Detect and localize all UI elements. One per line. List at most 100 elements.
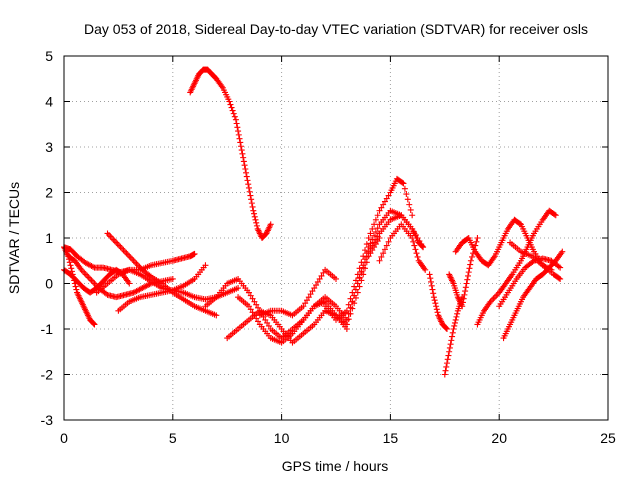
data-point bbox=[374, 212, 381, 219]
data-point bbox=[87, 275, 94, 282]
data-point bbox=[385, 238, 392, 245]
data-point bbox=[245, 303, 252, 310]
data-point bbox=[105, 231, 112, 238]
data-point bbox=[358, 277, 365, 284]
y-tick-label: 0 bbox=[45, 276, 53, 292]
data-point bbox=[466, 265, 473, 272]
data-point bbox=[251, 312, 258, 319]
series-arc-23 bbox=[507, 239, 564, 282]
data-point bbox=[245, 289, 252, 296]
x-tick-label: 0 bbox=[60, 430, 68, 446]
data-point bbox=[442, 367, 449, 374]
data-point bbox=[343, 316, 350, 323]
data-point bbox=[459, 299, 466, 306]
data-point bbox=[516, 220, 523, 227]
grid-lines bbox=[64, 56, 608, 420]
data-point bbox=[343, 307, 350, 314]
data-point bbox=[410, 238, 417, 245]
data-point bbox=[469, 253, 475, 260]
data-point bbox=[407, 206, 414, 213]
data-point bbox=[108, 235, 115, 241]
data-point bbox=[235, 285, 242, 292]
data-point bbox=[239, 150, 246, 157]
y-axis-label: SDTVAR / TECUs bbox=[6, 182, 22, 294]
data-point bbox=[491, 294, 498, 301]
data-point bbox=[119, 245, 126, 252]
data-point bbox=[383, 242, 390, 249]
data-point bbox=[243, 169, 250, 176]
data-point bbox=[449, 329, 456, 336]
data-point bbox=[248, 196, 255, 203]
data-point bbox=[431, 297, 438, 304]
data-point bbox=[110, 236, 117, 243]
series-arc-15 bbox=[376, 221, 429, 273]
data-point bbox=[372, 228, 379, 235]
data-point bbox=[88, 277, 95, 284]
data-point bbox=[464, 276, 471, 283]
y-tick-label: -2 bbox=[41, 367, 54, 383]
data-point bbox=[557, 275, 564, 282]
data-point bbox=[117, 244, 124, 251]
data-point bbox=[369, 225, 376, 232]
data-point bbox=[446, 344, 453, 351]
data-point bbox=[556, 275, 563, 282]
data-point bbox=[433, 303, 440, 310]
data-point bbox=[320, 269, 327, 276]
data-point bbox=[253, 301, 260, 308]
data-point bbox=[238, 147, 245, 154]
data-point bbox=[236, 135, 243, 142]
data-point bbox=[358, 268, 365, 275]
data-point bbox=[232, 116, 239, 123]
data-point bbox=[443, 360, 450, 367]
data-point bbox=[473, 238, 480, 245]
data-point bbox=[248, 200, 255, 207]
data-point bbox=[369, 236, 376, 243]
x-axis-ticks: 0 5 10 15 20 25 bbox=[60, 56, 616, 446]
data-point bbox=[133, 260, 140, 267]
data-point bbox=[303, 297, 310, 304]
data-point bbox=[82, 271, 89, 278]
data-point bbox=[443, 363, 450, 370]
data-point bbox=[406, 201, 413, 208]
data-point bbox=[253, 222, 260, 229]
series-arc-14 bbox=[343, 207, 427, 323]
data-point bbox=[429, 286, 436, 293]
data-point bbox=[380, 250, 387, 257]
series-arc-13 bbox=[322, 175, 416, 323]
data-point bbox=[247, 192, 254, 199]
data-point bbox=[120, 247, 127, 254]
y-tick-label: 3 bbox=[45, 139, 53, 155]
data-point bbox=[474, 235, 481, 241]
data-point bbox=[441, 371, 448, 378]
data-point bbox=[302, 300, 309, 307]
data-point bbox=[191, 250, 198, 257]
data-point bbox=[72, 283, 79, 290]
data-point bbox=[169, 275, 176, 282]
data-point bbox=[453, 313, 460, 320]
data-point bbox=[111, 238, 118, 245]
series-arc-17 bbox=[441, 294, 466, 378]
data-point bbox=[450, 326, 457, 332]
data-point bbox=[367, 240, 374, 247]
data-point bbox=[367, 230, 374, 237]
data-point bbox=[251, 210, 258, 217]
data-point bbox=[255, 318, 262, 325]
data-point bbox=[104, 230, 111, 237]
data-point bbox=[311, 285, 318, 292]
data-point bbox=[113, 239, 120, 246]
data-point bbox=[428, 282, 435, 289]
data-point bbox=[235, 128, 242, 135]
data-point bbox=[462, 288, 469, 295]
data-point bbox=[463, 280, 470, 287]
data-point bbox=[383, 195, 390, 202]
data-point bbox=[126, 280, 133, 287]
data-point bbox=[411, 242, 418, 249]
data-point bbox=[107, 233, 114, 240]
data-point bbox=[465, 272, 472, 279]
data-point bbox=[354, 289, 361, 296]
data-point bbox=[443, 326, 450, 332]
data-point bbox=[264, 319, 271, 326]
series-arc-18 bbox=[446, 235, 481, 310]
data-point bbox=[490, 295, 497, 302]
data-point bbox=[249, 309, 256, 316]
